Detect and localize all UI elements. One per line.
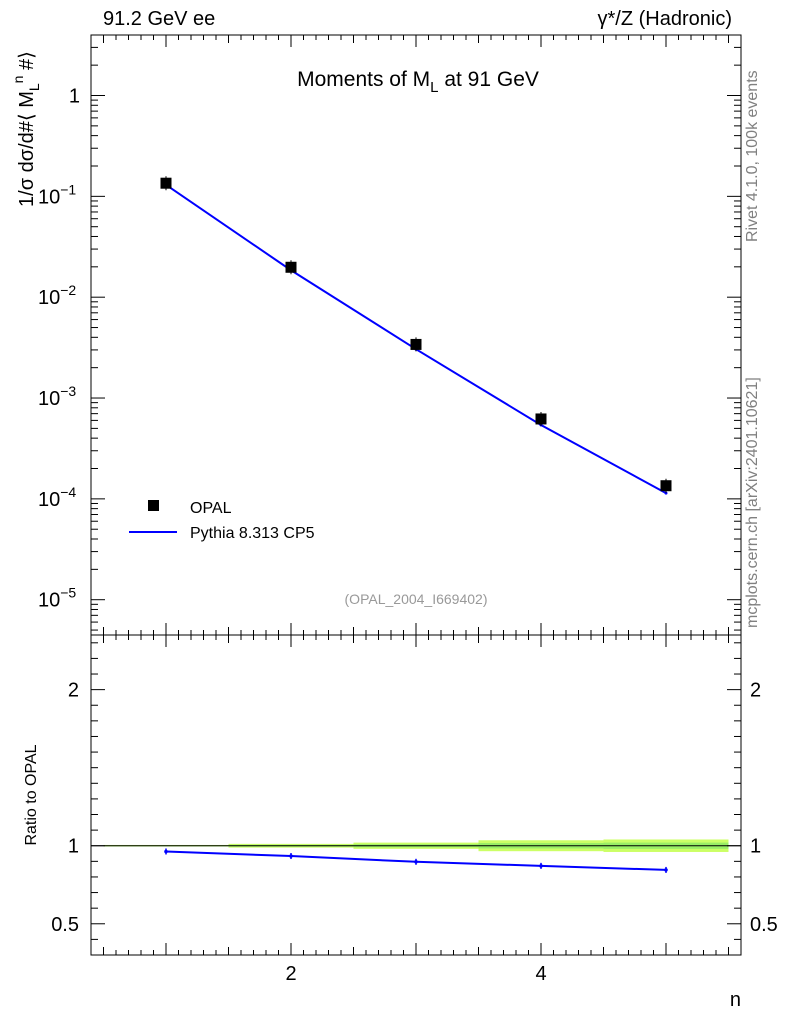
legend-opal-label: OPAL (190, 500, 232, 517)
ratio-pythia-point (539, 864, 543, 868)
y-tick-label: 10−3 (38, 383, 76, 410)
x-tick-label: 4 (535, 963, 546, 985)
opal-data-point (660, 480, 672, 492)
ratio-pythia-point (414, 860, 418, 864)
opal-data-point (285, 261, 297, 273)
analysis-watermark: (OPAL_2004_I669402) (345, 591, 488, 607)
y-tick-label: 1 (69, 86, 80, 108)
y-tick-label: 10−5 (38, 585, 76, 612)
ratio-pythia-point (164, 849, 168, 854)
ratio-y-tick-label-right: 2 (750, 680, 761, 702)
y-tick-label: 10−4 (38, 484, 76, 511)
y-axis-title: 1/σ dσ/d#⟨ MLn #⟩ (10, 51, 42, 207)
legend-pythia-label: Pythia 8.313 CP5 (190, 525, 315, 542)
ratio-plot-frame (90, 634, 742, 956)
opal-data-point (535, 413, 547, 425)
pythia-point (664, 491, 668, 495)
ratio-pythia-point (664, 868, 668, 872)
legend-opal-marker (148, 500, 159, 511)
x-tick-label: 2 (285, 963, 296, 985)
ratio-y-tick-label: 2 (68, 680, 79, 702)
process-label: γ*/Z (Hadronic) (597, 8, 732, 30)
y-tick-label: 10−1 (38, 181, 76, 208)
ratio-y-tick-label: 1 (68, 836, 79, 858)
x-axis-title: n (730, 989, 741, 1011)
ratio-y-tick-label-right: 1 (750, 836, 761, 858)
y-tick-label: 10−2 (38, 282, 76, 309)
opal-data-point (160, 177, 172, 189)
main-plot-frame (90, 34, 742, 636)
ratio-y-axis-title: Ratio to OPAL (23, 744, 40, 845)
energy-label: 91.2 GeV ee (103, 8, 216, 30)
ratio-y-tick-label-right: 0.5 (750, 914, 778, 936)
ratio-y-tick-label: 0.5 (51, 914, 79, 936)
ratio-pythia-point (289, 854, 293, 858)
opal-data-point (410, 338, 422, 350)
plot-title: Moments of ML at 91 GeV (297, 68, 539, 96)
